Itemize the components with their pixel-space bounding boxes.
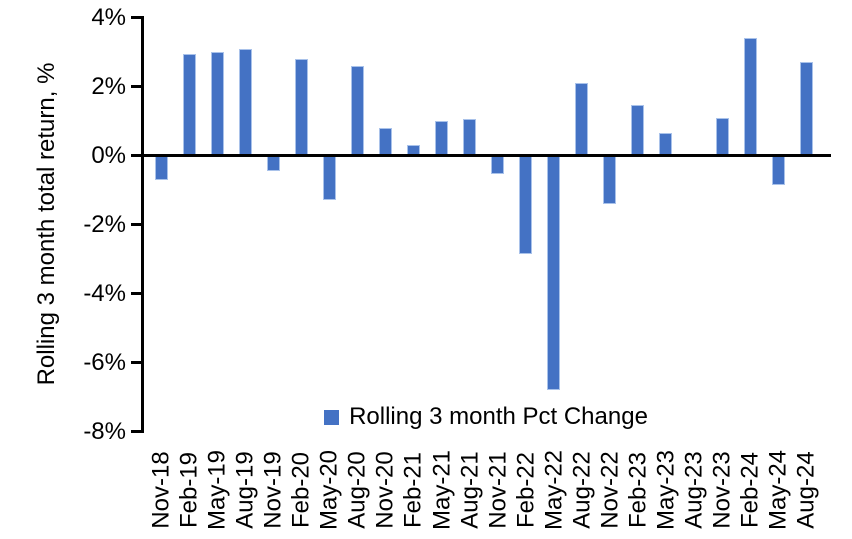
y-tick-label: -2% [83, 210, 126, 238]
bar-Nov-20 [378, 127, 392, 157]
x-tick-label: May-22 [540, 449, 568, 531]
bar-Aug-19 [238, 48, 252, 157]
y-axis-line [141, 16, 144, 433]
x-tick-label: Aug-21 [456, 451, 484, 529]
y-tick-label: -8% [83, 417, 126, 445]
bar-May-22 [547, 154, 561, 391]
y-tick-mark [131, 292, 141, 295]
y-tick-label: -6% [83, 348, 126, 376]
bar-May-19 [210, 52, 224, 157]
x-tick-label: Nov-20 [371, 451, 399, 529]
bar-Aug-21 [463, 119, 477, 157]
bar-Aug-20 [350, 65, 364, 157]
x-tick-label: Nov-18 [147, 451, 175, 529]
x-tick-label: Feb-23 [624, 451, 652, 529]
x-tick-label: May-23 [652, 449, 680, 531]
x-tick-label: May-21 [428, 449, 455, 531]
bar-Feb-23 [631, 105, 645, 157]
bar-Nov-21 [491, 154, 505, 175]
y-tick-label: -4% [83, 279, 126, 307]
x-tick-label: Nov-23 [708, 451, 736, 529]
bar-Aug-24 [799, 62, 813, 157]
legend-label: Rolling 3 month Pct Change [349, 403, 648, 430]
y-tick-mark [131, 430, 141, 433]
bar-Feb-22 [519, 154, 533, 254]
y-tick-mark [131, 361, 141, 364]
x-tick-label: Feb-21 [399, 451, 427, 529]
x-tick-label: Aug-20 [343, 451, 371, 529]
y-tick-mark [131, 154, 141, 157]
x-tick-label: Aug-24 [792, 451, 820, 529]
x-tick-label: Feb-22 [512, 451, 540, 529]
x-tick-label: Feb-24 [736, 451, 764, 529]
bar-Feb-20 [294, 58, 308, 157]
y-tick-label: 0% [91, 141, 126, 169]
legend: Rolling 3 month Pct Change [141, 403, 831, 430]
y-tick-label: 2% [91, 72, 126, 100]
bar-Nov-23 [715, 117, 729, 157]
y-tick-label: 4% [91, 3, 126, 31]
y-tick-mark [131, 223, 141, 226]
x-tick-label: Nov-21 [484, 451, 512, 529]
x-tick-label: Nov-22 [596, 451, 624, 529]
y-tick-mark [131, 85, 141, 88]
x-tick-label: Nov-19 [259, 451, 287, 529]
bar-Feb-24 [743, 38, 757, 157]
bar-May-24 [771, 154, 785, 185]
x-tick-label: Aug-19 [231, 451, 259, 529]
x-tick-label: Feb-20 [287, 451, 315, 529]
x-tick-label: May-19 [203, 449, 231, 531]
bar-Aug-22 [575, 83, 589, 157]
bar-May-20 [322, 154, 336, 201]
x-tick-label: Aug-23 [680, 451, 708, 529]
legend-swatch [324, 409, 340, 425]
bar-Nov-18 [154, 154, 168, 180]
bar-May-21 [435, 121, 448, 157]
bar-Feb-19 [182, 53, 196, 157]
x-tick-label: Feb-19 [175, 451, 203, 529]
x-tick-label: Aug-22 [568, 451, 596, 529]
x-axis-zero-line [141, 154, 831, 157]
x-tick-label: May-20 [315, 449, 343, 531]
x-tick-label: May-24 [764, 449, 792, 531]
y-tick-mark [131, 16, 141, 19]
bar-Nov-22 [603, 154, 617, 204]
